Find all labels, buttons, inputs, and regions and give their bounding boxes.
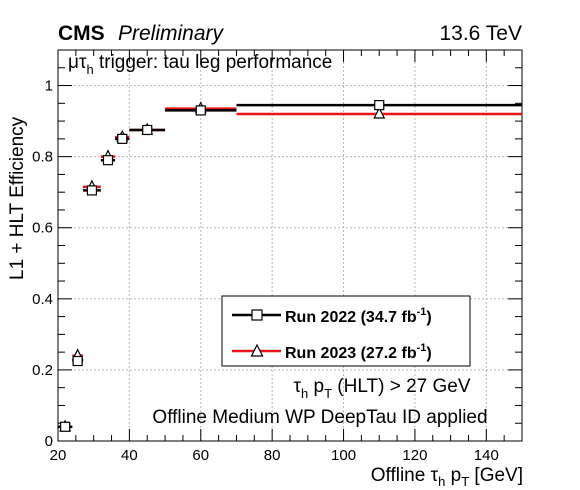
data-point-square xyxy=(86,185,98,196)
x-tick-label: 100 xyxy=(331,447,356,464)
y-tick-label: 0.2 xyxy=(32,362,53,379)
cms-label: CMS xyxy=(58,22,105,45)
y-tick-label: 0 xyxy=(45,433,53,450)
data-point-square xyxy=(102,155,114,166)
legend-label-2022: Run 2022 (34.7 fb-1) xyxy=(285,306,432,326)
x-axis-title: Offline τh pT [GeV] xyxy=(371,465,523,489)
y-tick-labels: 0 0.2 0.4 0.6 0.8 1 xyxy=(32,78,53,450)
trigger-label: μτh trigger: tau leg performance xyxy=(68,52,332,77)
legend: Run 2022 (34.7 fb-1) Run 2023 (27.2 fb-1… xyxy=(221,295,471,367)
id-note: Offline Medium WP DeepTau ID applied xyxy=(152,407,487,428)
cut-label: τh pT (HLT) > 27 GeV xyxy=(293,376,470,401)
data-point-square xyxy=(117,133,128,144)
y-tick-label: 1 xyxy=(45,78,53,95)
x-tick-label: 60 xyxy=(192,447,209,464)
data-point-square xyxy=(195,105,206,116)
data-point-triangle xyxy=(373,106,386,119)
legend-marker-square xyxy=(251,309,263,321)
x-tick-label: 40 xyxy=(121,447,138,464)
y-tick-label: 0.4 xyxy=(32,291,53,308)
x-tick-label: 80 xyxy=(264,447,281,464)
y-tick-label: 0.8 xyxy=(32,149,53,166)
data-point-square xyxy=(72,355,83,367)
legend-box xyxy=(221,295,471,367)
x-tick-label: 140 xyxy=(474,447,499,464)
data-point-square xyxy=(142,124,153,136)
data-layer xyxy=(58,99,522,432)
axis-ticks xyxy=(57,49,523,442)
legend-label-2023: Run 2023 (27.2 fb-1) xyxy=(285,342,432,362)
x-tick-label: 20 xyxy=(50,447,67,464)
preliminary-label: Preliminary xyxy=(118,22,225,45)
y-tick-label: 0.6 xyxy=(32,220,53,237)
data-point-square xyxy=(374,99,385,111)
energy-label: 13.6 TeV xyxy=(439,22,522,45)
data-point-square xyxy=(60,421,71,432)
y-axis-title: L1 + HLT Efficiency xyxy=(7,116,28,280)
legend-marker-triangle xyxy=(250,343,264,357)
x-tick-label: 120 xyxy=(402,447,427,464)
x-tick-labels: 20 40 60 80 100 120 140 xyxy=(50,447,499,464)
